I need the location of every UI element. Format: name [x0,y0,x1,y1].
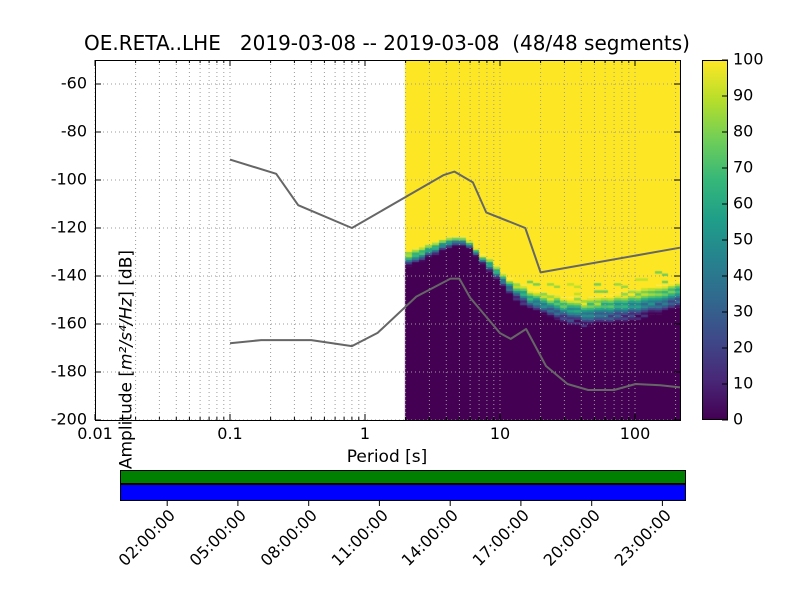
colorbar-gradient [702,60,728,420]
colorbar-tick-label: 10 [733,373,754,393]
y-tick-label: -120 [50,217,87,237]
colorbar-tick-label: 50 [733,229,754,249]
y-tick-label: -200 [50,409,87,429]
time-tick-label: 14:00:00 [397,505,463,570]
x-tick-label: 100 [619,424,651,443]
colorbar-tick-label: 90 [733,85,754,105]
y-axis-label: Amplitude [m²/s⁴/Hz] [dB] [117,250,137,469]
y-tick-label: -100 [50,169,87,189]
x-axis-label: Period [s] [346,447,428,467]
colorbar-tick-label: 0 [733,409,744,429]
y-tick-label: -160 [50,313,87,333]
x-tick-label: 1 [359,424,371,443]
colorbar-tick-label: 30 [733,301,754,321]
colorbar-tick-label: 80 [733,121,754,141]
colorbar-tick-label: 60 [733,193,754,213]
y-tick-label: -140 [50,265,87,285]
time-tick-label: 23:00:00 [610,505,675,570]
time-tick-label: 17:00:00 [468,505,533,570]
colorbar-tick-label: 20 [733,337,754,357]
timeline-coverage-bar [120,470,686,484]
y-axis-label-suffix: ] [dB] [116,250,137,298]
y-axis-label-units: m²/s⁴/Hz [116,297,137,370]
x-tick-label: 0.1 [217,424,243,443]
y-axis-label-prefix: Amplitude [ [116,369,137,470]
time-tick-label: 08:00:00 [256,505,321,570]
colorbar-tick-label: 70 [733,157,754,177]
time-tick-label: 05:00:00 [185,505,250,570]
x-tick-label: 10 [489,424,511,443]
time-tick-label: 02:00:00 [114,505,180,570]
plot-title: OE.RETA..LHE 2019-03-08 -- 2019-03-08 (4… [84,31,690,55]
y-tick-label: -80 [60,121,87,141]
colorbar-tick-label: 40 [733,265,754,285]
y-tick-label: -60 [60,73,87,93]
x-tick-label: 0.01 [77,424,113,443]
y-tick-label: -180 [50,361,87,381]
colorbar-tick-label: 100 [733,49,764,69]
time-tick-label: 20:00:00 [539,505,604,570]
timeline-span-bar [120,484,686,501]
time-tick-label: 11:00:00 [327,505,392,570]
ppsd-heatmap-canvas [95,60,680,420]
